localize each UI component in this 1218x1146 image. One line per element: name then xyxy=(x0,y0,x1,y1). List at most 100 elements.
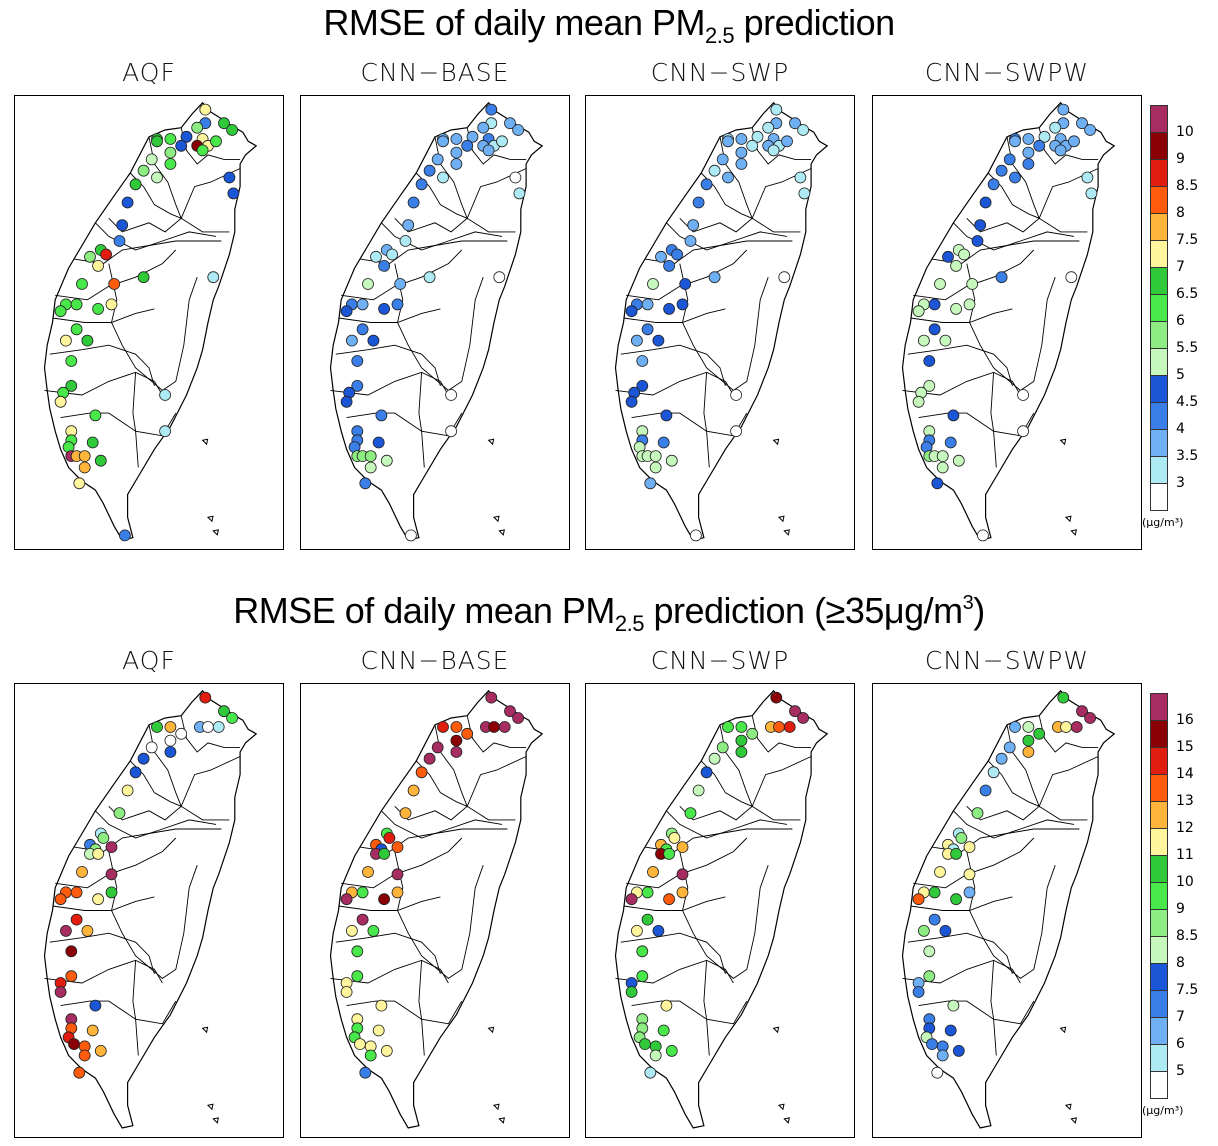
island xyxy=(783,529,790,536)
station-marker xyxy=(797,712,810,724)
island xyxy=(492,1103,500,1111)
station-marker xyxy=(944,436,957,449)
county-border xyxy=(148,136,241,220)
station-marker xyxy=(415,766,428,779)
station-marker xyxy=(963,298,976,311)
station-marker xyxy=(346,334,358,347)
station-marker xyxy=(482,144,495,157)
map-panel xyxy=(300,683,570,1138)
station-marker xyxy=(92,259,104,272)
station-marker xyxy=(65,970,78,983)
station-marker xyxy=(947,409,960,422)
county-border xyxy=(679,217,801,233)
county-border xyxy=(55,249,177,301)
station-marker xyxy=(1084,124,1097,136)
station-marker xyxy=(84,250,96,263)
station-marker xyxy=(105,841,118,854)
station-marker xyxy=(450,158,463,170)
station-marker xyxy=(912,395,925,408)
station-marker xyxy=(372,436,385,449)
station-marker xyxy=(730,425,743,438)
station-marker xyxy=(1076,705,1088,718)
station-marker xyxy=(346,924,358,937)
station-marker xyxy=(356,298,369,311)
colorbar-swatch xyxy=(1150,321,1168,349)
station-marker xyxy=(512,712,525,724)
station-marker xyxy=(121,784,134,797)
station-marker xyxy=(367,924,380,937)
station-marker xyxy=(207,271,220,284)
colorbar-swatch xyxy=(1150,429,1168,457)
station-marker xyxy=(1033,139,1046,152)
station-marker xyxy=(746,139,759,152)
station-marker xyxy=(367,334,380,347)
island xyxy=(212,529,219,536)
station-marker xyxy=(655,250,667,263)
county-border xyxy=(990,960,1035,1025)
station-marker xyxy=(362,866,374,878)
station-marker xyxy=(73,477,86,490)
station-marker xyxy=(65,945,78,958)
station-marker xyxy=(928,886,941,899)
station-marker xyxy=(450,746,463,758)
station-marker xyxy=(676,298,689,311)
colorbar-tick-label: 6.5 xyxy=(1176,286,1199,302)
station-marker xyxy=(931,477,944,490)
station-marker xyxy=(199,103,212,116)
station-marker xyxy=(73,1066,86,1079)
taiwan-map xyxy=(329,689,544,1129)
station-marker xyxy=(781,135,793,148)
station-marker xyxy=(340,986,353,998)
island xyxy=(206,1103,214,1111)
county-border xyxy=(626,249,748,301)
county-border xyxy=(434,136,527,220)
station-marker xyxy=(722,171,734,184)
station-marker xyxy=(966,278,979,290)
panel-title: CNN−SWPW xyxy=(924,58,1090,87)
colorbar-swatch xyxy=(1150,747,1168,775)
station-marker xyxy=(151,171,163,184)
station-marker xyxy=(445,425,458,438)
station-marker xyxy=(918,924,930,937)
station-marker xyxy=(735,146,748,159)
taiwan-map xyxy=(43,689,258,1129)
colorbar-tick-label: 14 xyxy=(1176,766,1194,782)
colorbar-swatch xyxy=(1150,774,1168,802)
colorbar-swatch xyxy=(1150,240,1168,268)
taiwan-map xyxy=(614,101,829,542)
island xyxy=(1070,529,1077,536)
county-border xyxy=(108,217,230,233)
station-marker xyxy=(931,1066,944,1079)
station-marker xyxy=(129,766,142,779)
coastline xyxy=(614,101,829,541)
station-marker xyxy=(94,454,107,467)
station-marker xyxy=(394,278,407,290)
station-marker xyxy=(700,178,713,191)
station-marker xyxy=(684,807,697,820)
county-border xyxy=(341,837,463,889)
colorbar-tick-label: 7 xyxy=(1176,259,1185,275)
station-marker xyxy=(668,832,681,844)
colorbar-tick-label: 6 xyxy=(1176,313,1185,329)
station-marker xyxy=(498,721,511,733)
station-marker xyxy=(340,893,353,906)
county-border xyxy=(148,724,241,808)
colorbar-tick-label: 12 xyxy=(1176,820,1194,836)
station-marker xyxy=(663,302,675,315)
coastline xyxy=(901,689,1116,1129)
station-marker xyxy=(359,1066,372,1079)
county-border xyxy=(434,724,527,808)
colorbar-swatch xyxy=(1150,294,1168,322)
station-marker xyxy=(722,721,734,733)
station-marker xyxy=(226,124,239,136)
station-marker xyxy=(89,409,102,422)
station-marker xyxy=(722,135,734,148)
station-marker xyxy=(644,477,657,490)
county-border xyxy=(49,932,155,975)
station-marker xyxy=(461,727,474,740)
station-marker xyxy=(974,219,987,232)
station-marker xyxy=(1068,135,1080,148)
station-marker xyxy=(663,893,675,906)
coastline xyxy=(329,101,544,541)
station-marker xyxy=(977,529,989,542)
